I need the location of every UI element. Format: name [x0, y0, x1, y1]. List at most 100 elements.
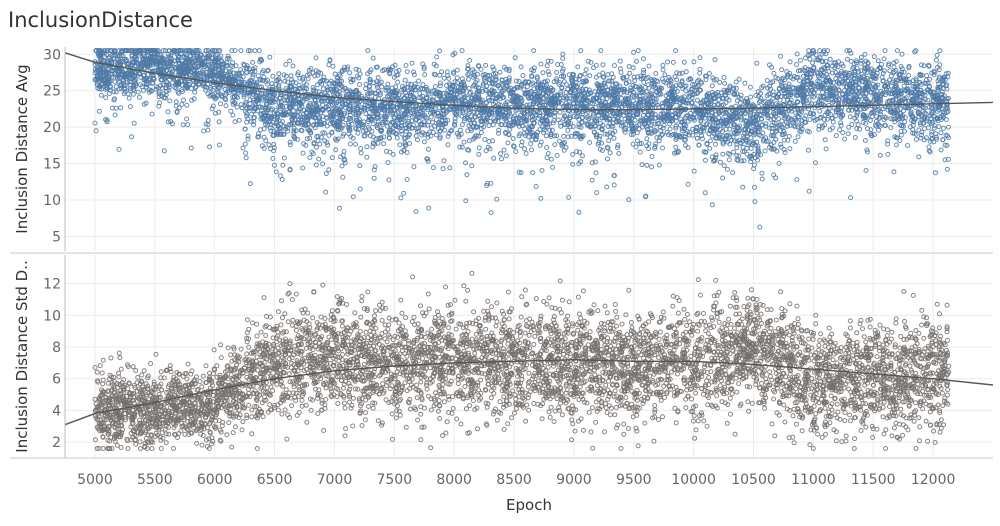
- scatter-point: [673, 118, 679, 124]
- scatter-point: [730, 170, 736, 176]
- scatter-point: [660, 62, 666, 68]
- scatter-point: [498, 151, 503, 157]
- scatter-point: [882, 48, 888, 54]
- scatter-point: [576, 209, 582, 215]
- scatter-point: [304, 136, 310, 142]
- scatter-point: [413, 133, 419, 139]
- scatter-point: [216, 142, 222, 148]
- scatter-point: [606, 78, 612, 84]
- scatter-point: [782, 150, 788, 155]
- scatter-point: [747, 84, 753, 90]
- scatter-point: [313, 144, 319, 150]
- scatter-point: [437, 48, 442, 54]
- points-layer: [92, 48, 952, 451]
- scatter-point: [520, 73, 526, 78]
- scatter-point: [844, 48, 850, 54]
- scatter-point: [522, 146, 528, 152]
- scatter-point: [794, 62, 799, 67]
- scatter-point: [245, 133, 251, 139]
- scatter-point: [612, 63, 617, 68]
- scatter-point: [293, 105, 299, 110]
- scatter-point: [92, 120, 98, 126]
- scatter-point: [585, 114, 591, 120]
- scatter-point: [506, 68, 512, 74]
- scatter-point: [673, 125, 679, 131]
- scatter-point: [778, 144, 784, 150]
- scatter-point: [806, 188, 812, 194]
- scatter-point: [291, 125, 297, 131]
- scatter-point: [827, 56, 833, 62]
- scatter-point: [583, 67, 589, 73]
- scatter-point: [494, 196, 500, 202]
- scatter-point: [665, 59, 670, 65]
- scatter-point: [794, 177, 800, 183]
- scatter-point: [247, 181, 253, 187]
- scatter-point: [945, 124, 951, 130]
- scatter-point: [465, 76, 471, 82]
- scatter-point: [934, 52, 940, 58]
- scatter-point: [913, 137, 919, 142]
- scatter-point: [787, 146, 793, 152]
- scatter-point: [932, 170, 938, 176]
- scatter-point: [807, 56, 813, 62]
- scatter-point: [252, 48, 258, 54]
- scatter-point: [897, 138, 903, 143]
- scatter-point: [365, 48, 371, 54]
- scatter-point: [918, 62, 924, 68]
- scatter-point: [425, 158, 431, 164]
- scatter-point: [454, 75, 460, 81]
- scatter-point: [578, 83, 584, 88]
- scatter-point: [578, 48, 584, 54]
- scatter-point: [113, 105, 119, 111]
- scatter-point: [505, 140, 511, 146]
- scatter-point: [554, 70, 560, 75]
- scatter-point: [165, 119, 171, 125]
- scatter-point: [840, 130, 846, 136]
- scatter-point: [201, 128, 207, 134]
- scatter-point: [561, 133, 567, 139]
- scatter-point: [587, 73, 593, 79]
- scatter-point: [325, 142, 331, 148]
- scatter-point: [416, 78, 422, 84]
- scatter-point: [188, 145, 194, 151]
- scatter-point: [293, 80, 299, 86]
- scatter-point: [721, 163, 727, 169]
- scatter-point: [813, 160, 818, 166]
- scatter-point: [513, 149, 519, 154]
- scatter-point: [845, 131, 851, 137]
- scatter-point: [593, 63, 599, 68]
- scatter-point: [937, 48, 943, 54]
- scatter-point: [725, 166, 730, 172]
- scatter-point: [653, 71, 659, 76]
- scatter-point: [600, 62, 606, 68]
- scatter-point: [518, 64, 524, 70]
- scatter-point: [357, 163, 363, 169]
- scatter-point: [707, 145, 713, 151]
- scatter-point: [938, 147, 944, 153]
- scatter-point: [447, 165, 453, 171]
- scatter-point: [295, 72, 301, 78]
- scatter-point: [487, 118, 493, 124]
- scatter-point: [437, 80, 443, 86]
- scatter-point: [537, 127, 543, 133]
- scatter-point: [497, 69, 503, 75]
- scatter-point: [301, 96, 307, 102]
- scatter-point: [589, 177, 595, 183]
- scatter-point: [582, 71, 588, 77]
- scatter-point: [905, 143, 911, 148]
- scatter-point: [395, 79, 401, 85]
- scatter-point: [557, 138, 562, 144]
- scatter-point: [230, 112, 236, 118]
- scatter-point: [759, 170, 765, 176]
- scatter-point: [862, 138, 868, 143]
- scatter-point: [283, 62, 289, 67]
- scatter-point: [267, 54, 273, 60]
- scatter-point: [402, 77, 408, 83]
- scatter-point: [421, 139, 427, 145]
- scatter-point: [670, 59, 676, 65]
- scatter-point: [554, 153, 560, 158]
- scatter-point: [434, 54, 440, 60]
- scatter-point: [332, 71, 338, 77]
- scatter-point: [307, 155, 313, 160]
- scatter-point: [543, 133, 549, 139]
